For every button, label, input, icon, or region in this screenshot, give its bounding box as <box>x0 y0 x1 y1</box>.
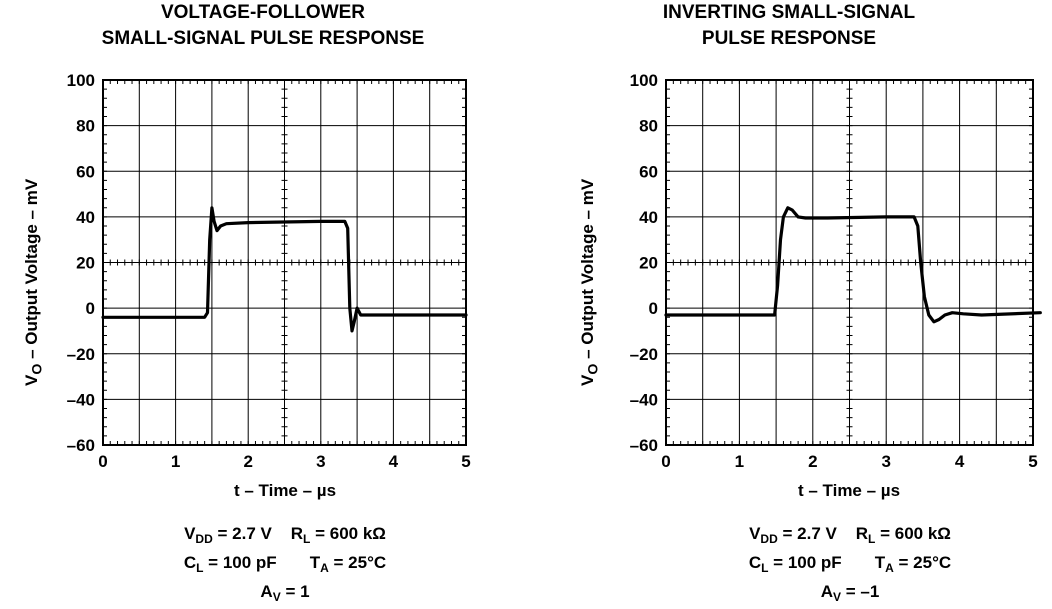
x-axis-label: t – Time – µs <box>233 481 337 500</box>
conditions-row-2: CL = 100 pF TA = 25°C <box>140 551 430 580</box>
chart-title: INVERTING SMALL-SIGNAL PULSE RESPONSE <box>526 0 1052 52</box>
av-sub: V <box>272 590 281 604</box>
ta-sub: A <box>320 561 329 575</box>
y-tick-label: 60 <box>639 162 658 181</box>
ta-label: T <box>874 553 886 572</box>
y-tick-label: –40 <box>630 390 658 409</box>
y-axis-label: VO – Output Voltage – mV <box>578 179 601 386</box>
chart-title-line-2: SMALL-SIGNAL PULSE RESPONSE <box>101 28 425 49</box>
cl-label: C <box>748 553 762 572</box>
y-axis-label-sub: O <box>29 363 46 375</box>
rl-label: R <box>290 524 304 543</box>
av-value: = –1 <box>841 582 880 601</box>
av-value: = 1 <box>280 582 310 601</box>
y-tick-label: –20 <box>67 345 95 364</box>
cl-sub: L <box>196 561 204 575</box>
av-label: A <box>820 582 833 601</box>
x-tick-label: 0 <box>661 452 670 471</box>
x-tick-label: 5 <box>461 452 470 471</box>
y-tick-label: –40 <box>67 390 95 409</box>
x-tick-label: 5 <box>1028 452 1037 471</box>
series-line <box>101 206 468 333</box>
ta-sub: A <box>885 561 894 575</box>
conditions-row-1: VDD = 2.7 V RL = 600 kΩ <box>700 522 1000 551</box>
y-tick-label: 80 <box>639 117 658 136</box>
plot-frame <box>102 79 467 446</box>
rl-sub: L <box>303 532 311 546</box>
x-tick-label: 4 <box>955 452 965 471</box>
y-tick-label: –60 <box>630 436 658 455</box>
x-tick-label: 4 <box>389 452 399 471</box>
y-tick-label: –60 <box>67 436 95 455</box>
vdd-sub: DD <box>760 532 778 546</box>
y-tick-label: 100 <box>67 71 95 90</box>
rl-sub: L <box>868 532 876 546</box>
conditions-row-1: VDD = 2.7 V RL = 600 kΩ <box>140 522 430 551</box>
vdd-label: V <box>749 524 761 543</box>
rl-label: R <box>855 524 869 543</box>
plot-frame <box>665 79 1034 446</box>
cl-label: C <box>183 553 197 572</box>
av-sub: V <box>832 590 841 604</box>
y-tick-label: 20 <box>76 254 95 273</box>
x-tick-label: 2 <box>808 452 817 471</box>
y-tick-label: –20 <box>630 345 658 364</box>
vdd-sub: DD <box>195 532 213 546</box>
conditions-row-2: CL = 100 pF TA = 25°C <box>700 551 1000 580</box>
y-tick-label: 40 <box>76 208 95 227</box>
y-tick-label: 60 <box>76 162 95 181</box>
y-tick-label: 0 <box>649 299 658 318</box>
chart-title-line-1: VOLTAGE-FOLLOWER <box>160 2 366 23</box>
chart-voltage-follower: VOLTAGE-FOLLOWER SMALL-SIGNAL PULSE RESP… <box>0 0 526 604</box>
chart-title: VOLTAGE-FOLLOWER SMALL-SIGNAL PULSE RESP… <box>0 0 526 52</box>
y-tick-label: 100 <box>630 71 658 90</box>
rl-value: = 600 kΩ <box>310 524 386 543</box>
x-tick-label: 1 <box>735 452 744 471</box>
y-tick-label: 80 <box>76 117 95 136</box>
x-axis-label: t – Time – µs <box>797 481 901 500</box>
ta-label: T <box>309 553 321 572</box>
series-line <box>664 206 1042 324</box>
vdd-label: V <box>184 524 196 543</box>
vdd-value: = 2.7 V <box>212 524 272 543</box>
ta-value: = 25°C <box>893 553 952 572</box>
y-axis-label: VO – Output Voltage – mV <box>22 179 45 386</box>
cl-sub: L <box>761 561 769 575</box>
chart-title-line-2: PULSE RESPONSE <box>701 28 877 49</box>
y-tick-label: 0 <box>86 299 95 318</box>
chart-inverting: INVERTING SMALL-SIGNAL PULSE RESPONSE 10… <box>526 0 1052 604</box>
x-tick-label: 2 <box>243 452 252 471</box>
y-tick-label: 40 <box>639 208 658 227</box>
x-tick-label: 1 <box>171 452 180 471</box>
av-label: A <box>260 582 273 601</box>
y-axis-label-rest: – Output Voltage – mV <box>22 178 41 364</box>
test-conditions: VDD = 2.7 V RL = 600 kΩ CL = 100 pF TA =… <box>700 522 1000 609</box>
x-tick-label: 3 <box>316 452 325 471</box>
cl-value: = 100 pF <box>768 553 842 572</box>
cl-value: = 100 pF <box>203 553 277 572</box>
x-tick-label: 3 <box>881 452 890 471</box>
y-axis-label-main: V <box>22 374 41 386</box>
conditions-row-3: AV = 1 <box>140 580 430 609</box>
y-axis-label-main: V <box>578 374 597 386</box>
test-conditions: VDD = 2.7 V RL = 600 kΩ CL = 100 pF TA =… <box>140 522 430 609</box>
chart-title-line-1: INVERTING SMALL-SIGNAL <box>662 2 916 23</box>
y-axis-label-rest: – Output Voltage – mV <box>578 178 597 364</box>
rl-value: = 600 kΩ <box>875 524 951 543</box>
y-axis-label-sub: O <box>585 363 602 375</box>
x-tick-label: 0 <box>98 452 107 471</box>
conditions-row-3: AV = –1 <box>700 580 1000 609</box>
vdd-value: = 2.7 V <box>777 524 837 543</box>
ta-value: = 25°C <box>328 553 387 572</box>
y-tick-label: 20 <box>639 254 658 273</box>
